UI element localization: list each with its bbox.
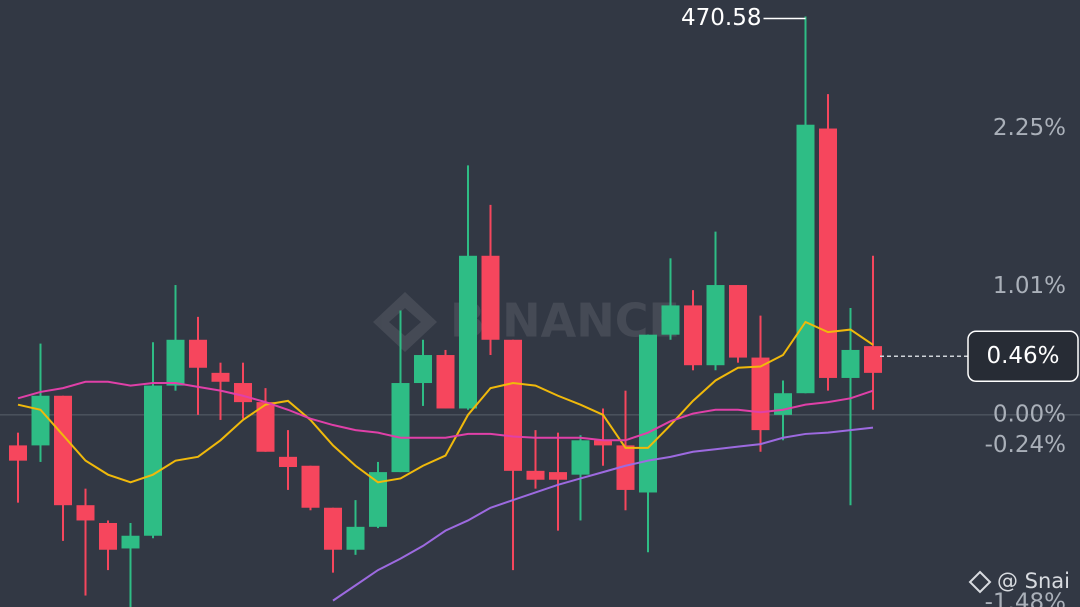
candle-body bbox=[639, 334, 657, 493]
candle-body bbox=[751, 357, 770, 431]
candle-body bbox=[256, 402, 275, 452]
watermark-group: BINANCE bbox=[373, 292, 680, 352]
candle-body bbox=[436, 355, 455, 409]
candle-body bbox=[729, 285, 747, 358]
candle-body bbox=[121, 535, 140, 549]
candle-body bbox=[414, 355, 432, 384]
candle-body bbox=[99, 523, 117, 550]
y-tick-label: 1.01% bbox=[993, 273, 1066, 299]
candle-body bbox=[504, 339, 522, 471]
high-label: 470.58 bbox=[681, 5, 761, 31]
candle-body bbox=[571, 440, 590, 475]
candle-body bbox=[54, 395, 72, 506]
candle-body bbox=[459, 255, 477, 409]
candle-body bbox=[684, 305, 702, 366]
candle-body bbox=[549, 472, 567, 480]
candle-body bbox=[594, 440, 612, 446]
candle-body bbox=[324, 507, 342, 550]
y-tick-label: -0.24% bbox=[985, 432, 1066, 458]
last-price-label: 0.46% bbox=[986, 343, 1059, 369]
candle-body bbox=[864, 346, 882, 373]
candle-body bbox=[9, 445, 27, 461]
y-tick-label: 2.25% bbox=[993, 115, 1066, 141]
candle-body bbox=[189, 339, 207, 368]
candle-body bbox=[369, 472, 387, 527]
baseline-label: 0.00% bbox=[993, 401, 1066, 427]
candle-body bbox=[166, 339, 185, 386]
credit: @ Snai bbox=[997, 569, 1070, 593]
candle-body bbox=[76, 505, 95, 521]
candle-body bbox=[706, 285, 725, 366]
watermark-logo bbox=[373, 292, 437, 352]
moving-average-line bbox=[17, 380, 874, 442]
candle-body bbox=[661, 305, 680, 335]
candle-body bbox=[391, 383, 410, 473]
candle-body bbox=[301, 465, 320, 508]
candle-body bbox=[819, 128, 837, 378]
moving-average-line bbox=[332, 426, 874, 602]
y-tick-label: -1.48% bbox=[985, 590, 1066, 607]
last-price-box bbox=[967, 330, 1079, 383]
candle-body bbox=[774, 393, 792, 415]
candle-body bbox=[211, 372, 230, 382]
candle-body bbox=[279, 456, 297, 468]
moving-average-line bbox=[17, 320, 874, 484]
candle-body bbox=[796, 124, 815, 394]
candle-body bbox=[841, 349, 860, 378]
candle-body bbox=[234, 383, 252, 403]
candle-body bbox=[481, 255, 500, 340]
candle-body bbox=[526, 470, 545, 480]
candle-body bbox=[346, 526, 365, 550]
candle-body bbox=[31, 395, 50, 446]
candle-body bbox=[144, 385, 162, 536]
credit-logo bbox=[968, 570, 992, 594]
candle-body bbox=[616, 445, 635, 490]
